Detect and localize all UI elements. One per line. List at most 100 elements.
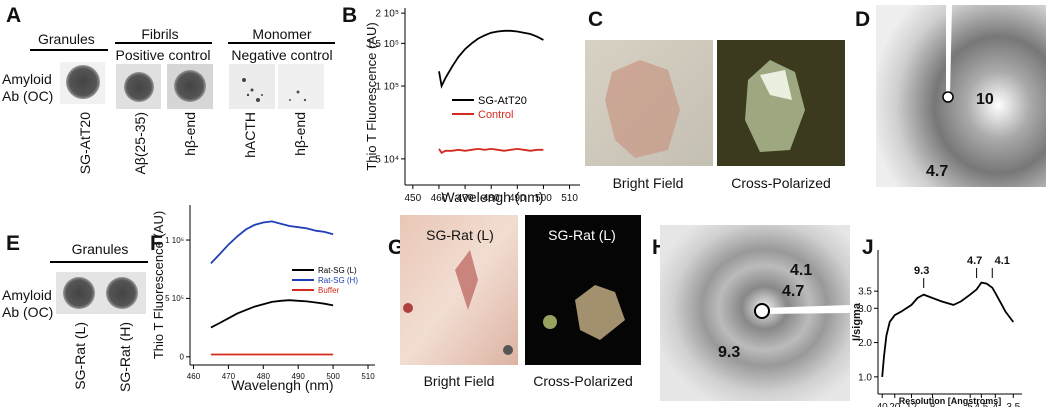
x-tick-label: 470 [457, 193, 474, 204]
row-label: Ab (OC) [2, 304, 53, 320]
peak-label: 4.1 [995, 255, 1010, 267]
photo [525, 215, 641, 365]
y-tick-label: 1 10⁶ [165, 236, 184, 245]
crystal [543, 315, 557, 329]
photo-overlay: SG-Rat (L) [426, 227, 494, 243]
panel-letter: E [6, 232, 20, 255]
x-tick-label: 460 [187, 372, 201, 381]
group-label: Granules [72, 241, 129, 257]
y-axis-label: Thio T Fluorescence (AU) [151, 211, 166, 359]
blot-spot [66, 65, 100, 99]
beam-center [942, 91, 954, 103]
series-line [438, 147, 544, 154]
spacing-label: 4.7 [782, 283, 804, 300]
beamstop [946, 5, 952, 96]
x-tick-label: 12 [906, 402, 918, 407]
panel-letter: D [855, 8, 870, 31]
x-tick-label: 5 [967, 402, 973, 407]
x-tick-label: 450 [404, 193, 421, 204]
x-tick-label: 8 [930, 402, 936, 407]
group-label: Negative control [231, 47, 332, 63]
crystal [745, 60, 805, 152]
x-axis-label: Resolution [Angstroms] [899, 396, 1002, 406]
y-tick-label: 3.0 [858, 304, 872, 315]
blot [229, 64, 275, 109]
x-tick-label: 500 [326, 372, 340, 381]
panel-letter: J [862, 236, 874, 259]
peak-label: 9.3 [914, 265, 929, 277]
blot-spot [174, 70, 206, 102]
sample-label: Aβ(25-35) [132, 112, 148, 175]
legend-label: Buffer [318, 286, 340, 295]
x-tick-label: 20 [889, 402, 901, 407]
speckles [242, 78, 263, 102]
x-tick-label: 490 [292, 372, 306, 381]
crystal [455, 250, 478, 310]
sample-label: SG-Rat (H) [117, 322, 133, 392]
speck [503, 345, 513, 355]
blot [278, 64, 324, 109]
spacing-label: 4.7 [926, 163, 948, 180]
x-tick-label: 480 [483, 193, 500, 204]
series-line [438, 29, 544, 89]
y-tick-label: 3.5 [858, 287, 872, 298]
group-label: Fibrils [141, 26, 178, 42]
sample-label: SG-AtT20 [77, 112, 93, 174]
legend-label: Control [478, 109, 513, 121]
series-line [881, 281, 1015, 377]
x-tick-label: 3.5 [1006, 402, 1020, 407]
panel-letter: C [588, 8, 603, 31]
row-label: Ab (OC) [2, 88, 53, 104]
spacing-label: 10 [976, 91, 994, 108]
series-line [210, 299, 334, 329]
x-tick-label: 490 [509, 193, 526, 204]
panel-letter: B [342, 4, 357, 27]
x-tick-label: 470 [222, 372, 236, 381]
sample-label: hβ-end [182, 112, 198, 156]
group-label: Monomer [252, 26, 311, 42]
blot-spot [63, 277, 95, 309]
panel-letter: F [150, 232, 163, 255]
y-tick-label: 1.5 10⁵ [367, 39, 399, 50]
x-tick-label: 40 [877, 402, 889, 407]
x-axis-label: Wavelengh (nm) [231, 377, 333, 393]
photo-label: Bright Field [613, 175, 684, 191]
y-axis-label: I/sigma [851, 302, 863, 341]
legend-label: Rat-SG (L) [318, 266, 357, 275]
panel-letter: A [6, 4, 21, 27]
x-tick-label: 4 [993, 402, 999, 407]
x-tick-label: 4.5 [974, 402, 988, 407]
x-tick-label: 510 [361, 372, 375, 381]
photo-label: Bright Field [424, 373, 495, 389]
blot-spot [124, 72, 154, 102]
legend-label: SG-AtT20 [478, 95, 527, 107]
y-tick-label: 1 10⁵ [375, 82, 399, 93]
row-label: Amyloid [2, 71, 52, 87]
group-label: Positive control [116, 47, 211, 63]
group-label: Granules [38, 31, 95, 47]
photo [400, 215, 518, 365]
photo-overlay: SG-Rat (L) [548, 227, 616, 243]
x-tick-label: 480 [257, 372, 271, 381]
blot-spot [106, 277, 138, 309]
x-tick-label: 500 [535, 193, 552, 204]
sample-label: SG-Rat (L) [72, 322, 88, 390]
crystal [575, 285, 625, 340]
beam-center [754, 303, 770, 319]
spacing-label: 4.1 [790, 262, 812, 279]
crystal-highlight [760, 70, 792, 100]
crystal [605, 60, 680, 158]
diffraction-image [876, 5, 1046, 187]
row-label: Amyloid [2, 287, 52, 303]
y-tick-label: 2.0 [858, 338, 872, 349]
y-tick-label: 5 10⁴ [375, 154, 399, 165]
beamstop [762, 305, 850, 314]
y-axis-label: Thio T Fluorescence (AU) [364, 22, 379, 170]
legend-label: Rat-SG (H) [318, 276, 358, 285]
peak-label: 4.7 [967, 255, 982, 267]
speck [403, 303, 413, 313]
x-axis-label: Wavelengh (nm) [441, 189, 543, 205]
y-tick-label: 0 [180, 353, 185, 362]
y-tick-label: 2 10⁵ [375, 9, 399, 20]
y-tick-label: 1.0 [858, 372, 872, 383]
